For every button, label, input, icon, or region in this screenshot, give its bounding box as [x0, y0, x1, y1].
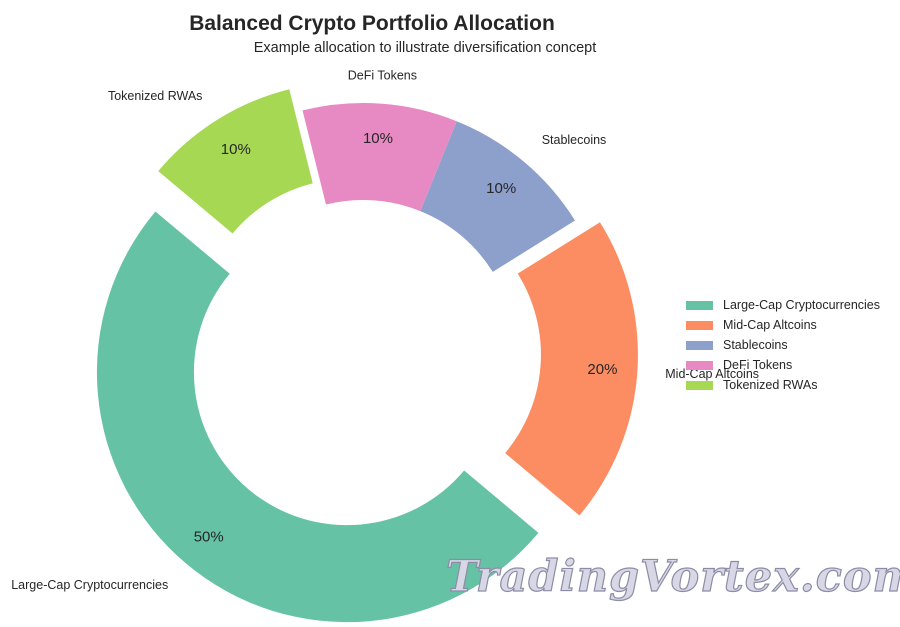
legend-item: Tokenized RWAs — [686, 375, 880, 395]
legend-swatch — [686, 360, 713, 370]
legend-label: DeFi Tokens — [723, 358, 793, 372]
legend-item: DeFi Tokens — [686, 355, 880, 375]
legend-item: Mid-Cap Altcoins — [686, 315, 880, 335]
slice-percent-label: 10% — [486, 180, 516, 197]
legend-item: Stablecoins — [686, 335, 880, 355]
legend-swatch — [686, 380, 713, 390]
slice-percent-label: 10% — [221, 141, 251, 158]
slice-percent-label: 10% — [363, 130, 393, 147]
legend-label: Tokenized RWAs — [723, 378, 818, 392]
pie-slice — [420, 121, 576, 272]
watermark: TradingVortex.com — [445, 551, 900, 602]
pie-slice — [158, 89, 313, 234]
slice-category-label: Tokenized RWAs — [108, 89, 202, 103]
legend-label: Large-Cap Cryptocurrencies — [723, 298, 881, 312]
slice-category-label: Mid-Cap Altcoins — [665, 367, 759, 381]
legend-swatch — [686, 320, 713, 330]
legend: Large-Cap Cryptocurrencies Mid-Cap Altco… — [686, 295, 880, 395]
pie-slice — [96, 211, 539, 623]
legend-label: Stablecoins — [723, 338, 788, 352]
slice-category-label: Large-Cap Cryptocurrencies — [11, 578, 168, 592]
slice-category-label: Stablecoins — [542, 133, 607, 147]
chart-title: Balanced Crypto Portfolio Allocation — [189, 12, 555, 35]
legend-swatch — [686, 340, 713, 350]
slice-percent-label: 20% — [587, 361, 617, 378]
chart-subtitle: Example allocation to illustrate diversi… — [253, 40, 597, 56]
slice-percent-label: 50% — [194, 528, 224, 545]
slice-category-label: DeFi Tokens — [348, 69, 417, 83]
legend-label: Mid-Cap Altcoins — [723, 318, 817, 332]
pie-slice — [505, 222, 638, 516]
legend-swatch — [686, 300, 713, 310]
legend-item: Large-Cap Cryptocurrencies — [686, 295, 880, 315]
pie-slice — [302, 103, 457, 212]
